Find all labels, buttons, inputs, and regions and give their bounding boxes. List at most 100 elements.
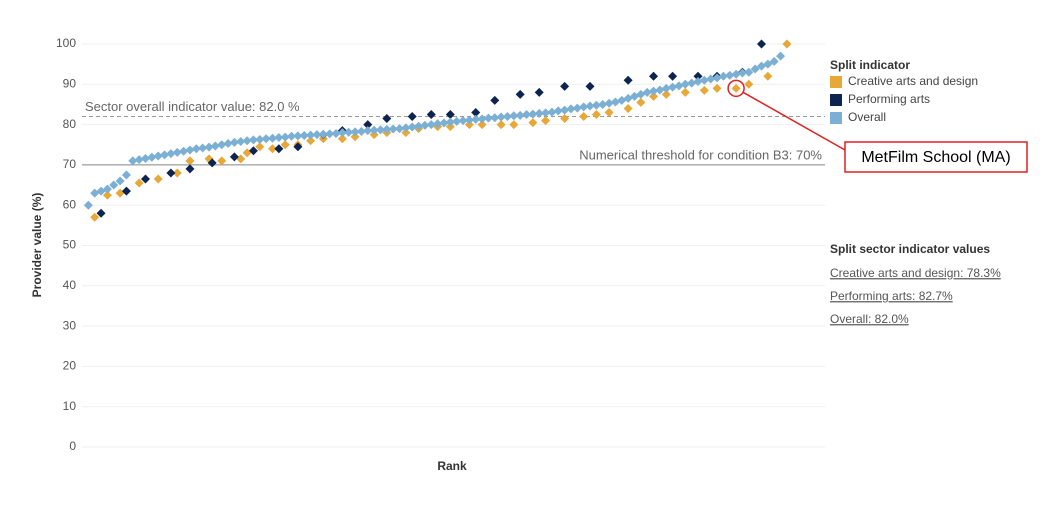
data-point xyxy=(363,120,373,130)
data-point xyxy=(534,108,544,118)
sector-value-link[interactable]: Performing arts: 82.7% xyxy=(830,289,953,303)
data-point xyxy=(712,83,722,93)
y-axis-label: Provider value (%) xyxy=(30,193,44,298)
data-point xyxy=(382,124,392,134)
data-point xyxy=(477,114,487,124)
y-tick-label: 100 xyxy=(56,36,76,50)
data-point xyxy=(496,112,506,122)
data-point xyxy=(426,110,436,120)
data-point xyxy=(344,127,354,137)
data-point xyxy=(198,143,208,153)
y-tick-label: 80 xyxy=(63,117,77,131)
sector-value-link[interactable]: Creative arts and design: 78.3% xyxy=(830,266,1001,280)
y-tick-label: 50 xyxy=(63,238,77,252)
data-point xyxy=(649,86,659,96)
data-point xyxy=(90,212,100,222)
data-point xyxy=(471,114,481,124)
data-point xyxy=(229,137,239,147)
data-point xyxy=(207,158,217,168)
data-point xyxy=(274,132,284,142)
data-point xyxy=(242,136,252,146)
y-tick-label: 10 xyxy=(63,399,77,413)
data-point xyxy=(502,112,512,122)
data-point xyxy=(528,118,538,128)
data-point xyxy=(483,113,493,123)
data-point xyxy=(661,89,671,99)
data-point xyxy=(649,71,659,81)
data-point xyxy=(655,85,665,95)
data-point xyxy=(280,140,290,150)
data-point xyxy=(350,127,360,137)
data-point xyxy=(325,129,335,139)
data-point xyxy=(566,104,576,114)
callout-box xyxy=(844,141,1028,173)
data-point xyxy=(185,164,195,174)
data-point xyxy=(750,64,760,74)
data-point xyxy=(217,140,227,150)
data-point xyxy=(255,142,265,152)
data-point xyxy=(776,51,786,61)
annotation-circle xyxy=(727,79,745,98)
data-point xyxy=(318,129,328,139)
data-point xyxy=(102,184,112,194)
data-point xyxy=(166,168,176,178)
data-point xyxy=(541,108,551,118)
data-point xyxy=(718,71,728,81)
data-point xyxy=(172,168,182,178)
data-point xyxy=(293,131,303,141)
data-point xyxy=(401,123,411,133)
data-point xyxy=(299,130,309,140)
data-point xyxy=(179,146,189,156)
data-point xyxy=(744,79,754,89)
data-point xyxy=(737,68,747,78)
data-point xyxy=(579,112,589,122)
legend-swatch xyxy=(830,76,842,88)
data-point xyxy=(433,119,443,129)
data-point xyxy=(591,110,601,120)
data-point xyxy=(204,142,214,152)
data-point xyxy=(445,117,455,127)
data-point xyxy=(210,141,220,151)
data-point xyxy=(363,126,373,136)
data-point xyxy=(147,152,157,162)
legend-label: Performing arts xyxy=(848,92,930,106)
data-point xyxy=(668,82,678,92)
data-point xyxy=(591,100,601,110)
data-point xyxy=(153,151,163,161)
data-point xyxy=(83,200,93,210)
data-point xyxy=(420,120,430,130)
data-point xyxy=(763,59,773,69)
data-point xyxy=(337,128,347,138)
y-tick-label: 20 xyxy=(63,359,77,373)
data-point xyxy=(636,97,646,107)
data-point xyxy=(509,111,519,121)
sector-value-link[interactable]: Overall: 82.0% xyxy=(830,312,909,326)
data-point xyxy=(268,133,278,143)
y-tick-label: 90 xyxy=(63,76,77,90)
data-point xyxy=(255,135,265,145)
data-point xyxy=(680,79,690,89)
data-point xyxy=(293,142,303,152)
data-point xyxy=(515,110,525,120)
data-point xyxy=(426,120,436,130)
data-point xyxy=(604,98,614,108)
y-tick-label: 0 xyxy=(69,439,76,453)
data-point xyxy=(598,99,608,109)
data-point xyxy=(166,149,176,159)
data-point xyxy=(369,125,379,135)
grid xyxy=(82,43,825,448)
data-point xyxy=(407,122,417,132)
data-point xyxy=(274,144,284,154)
data-point xyxy=(706,74,716,84)
data-point xyxy=(560,105,570,115)
data-point xyxy=(217,156,227,166)
data-point xyxy=(642,87,652,97)
y-tick-label: 30 xyxy=(63,318,77,332)
data-point xyxy=(382,114,392,124)
data-point xyxy=(401,128,411,138)
data-point xyxy=(560,81,570,91)
data-point xyxy=(560,114,570,124)
data-point xyxy=(471,108,481,118)
data-point xyxy=(223,139,233,149)
data-point xyxy=(769,56,779,66)
